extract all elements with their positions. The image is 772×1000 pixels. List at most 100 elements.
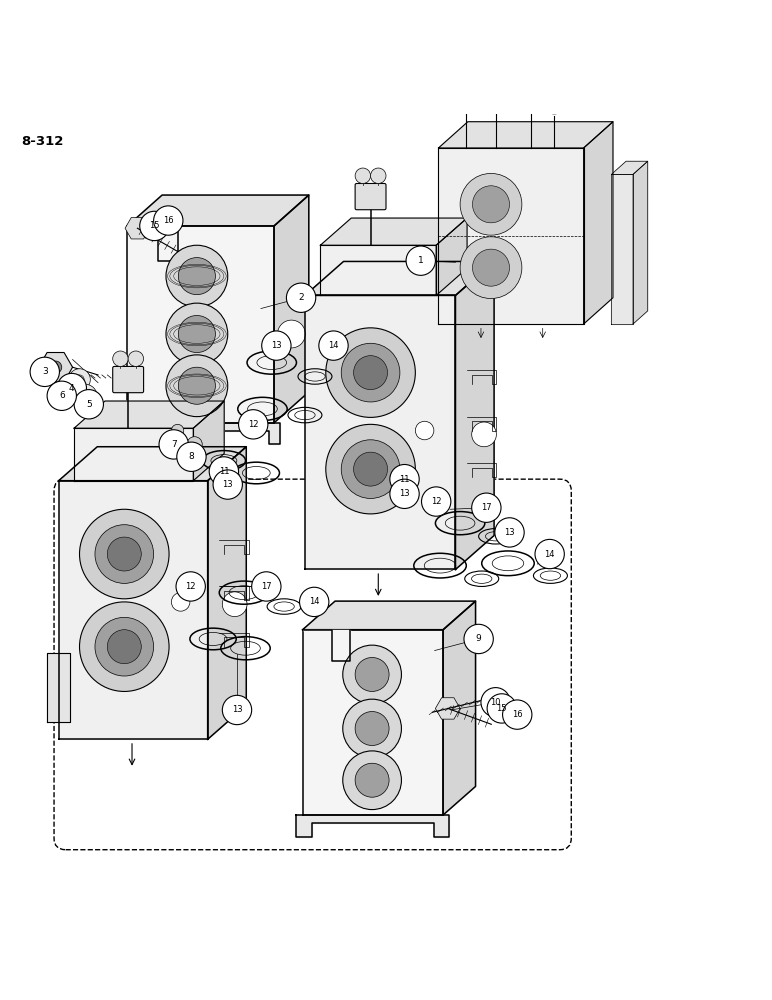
Circle shape	[178, 367, 215, 404]
Circle shape	[464, 624, 493, 654]
Circle shape	[209, 457, 239, 486]
Circle shape	[390, 479, 419, 508]
Circle shape	[487, 694, 516, 723]
Polygon shape	[47, 653, 70, 722]
Text: 9: 9	[476, 634, 482, 643]
Polygon shape	[303, 630, 443, 815]
Text: 15: 15	[149, 221, 160, 230]
Circle shape	[187, 437, 202, 452]
Polygon shape	[303, 601, 476, 630]
Circle shape	[176, 572, 205, 601]
Circle shape	[472, 249, 510, 286]
Circle shape	[326, 424, 415, 514]
Circle shape	[74, 390, 103, 419]
Text: 8-312: 8-312	[22, 135, 64, 148]
Polygon shape	[438, 148, 584, 324]
Text: 17: 17	[481, 503, 492, 512]
Circle shape	[371, 168, 386, 183]
Circle shape	[456, 85, 475, 104]
Polygon shape	[443, 601, 476, 815]
Polygon shape	[611, 161, 648, 174]
Circle shape	[177, 442, 206, 471]
Circle shape	[390, 464, 419, 494]
Circle shape	[487, 82, 506, 100]
Polygon shape	[320, 245, 436, 295]
Circle shape	[406, 246, 435, 275]
Polygon shape	[127, 195, 309, 226]
Circle shape	[178, 258, 215, 295]
Circle shape	[113, 351, 128, 366]
Circle shape	[472, 186, 510, 223]
Circle shape	[341, 440, 400, 498]
Text: 13: 13	[399, 489, 410, 498]
Text: 12: 12	[248, 420, 259, 429]
Circle shape	[300, 587, 329, 617]
Circle shape	[30, 357, 59, 387]
Text: 8: 8	[188, 452, 195, 461]
Circle shape	[262, 331, 291, 360]
Circle shape	[415, 421, 434, 440]
Circle shape	[472, 422, 496, 447]
Polygon shape	[274, 195, 309, 423]
Circle shape	[213, 470, 242, 499]
Circle shape	[460, 237, 522, 299]
Circle shape	[59, 379, 77, 397]
Circle shape	[343, 751, 401, 810]
Circle shape	[47, 381, 76, 410]
Polygon shape	[121, 423, 280, 444]
Circle shape	[140, 211, 169, 241]
Text: 17: 17	[261, 582, 272, 591]
Circle shape	[128, 351, 144, 366]
Circle shape	[222, 695, 252, 725]
Circle shape	[355, 657, 389, 691]
Polygon shape	[59, 447, 246, 481]
Circle shape	[80, 509, 169, 599]
Circle shape	[286, 283, 316, 312]
Polygon shape	[438, 122, 613, 148]
Circle shape	[355, 712, 389, 745]
Polygon shape	[320, 218, 467, 245]
Text: 13: 13	[222, 480, 233, 489]
Text: 16: 16	[163, 216, 174, 225]
Circle shape	[166, 355, 228, 417]
Circle shape	[107, 537, 141, 571]
Polygon shape	[74, 401, 224, 428]
Polygon shape	[127, 226, 178, 261]
Text: 11: 11	[399, 475, 410, 484]
Circle shape	[49, 361, 62, 373]
Polygon shape	[611, 174, 633, 324]
Circle shape	[239, 410, 268, 439]
Circle shape	[495, 518, 524, 547]
Polygon shape	[193, 401, 224, 481]
Circle shape	[354, 356, 388, 390]
Polygon shape	[59, 481, 208, 739]
Circle shape	[95, 525, 154, 583]
Polygon shape	[305, 261, 494, 295]
Circle shape	[545, 95, 564, 114]
Polygon shape	[305, 295, 455, 569]
Circle shape	[422, 487, 451, 516]
Polygon shape	[74, 428, 193, 481]
Circle shape	[159, 430, 188, 459]
Circle shape	[73, 384, 97, 409]
Text: 1: 1	[418, 256, 424, 265]
Circle shape	[522, 89, 540, 108]
Circle shape	[166, 303, 228, 365]
Circle shape	[154, 206, 183, 235]
Circle shape	[166, 245, 228, 307]
Text: 15: 15	[496, 704, 507, 713]
Circle shape	[354, 452, 388, 486]
Text: 14: 14	[309, 597, 320, 606]
Circle shape	[355, 763, 389, 797]
Circle shape	[341, 343, 400, 402]
Text: 12: 12	[185, 582, 196, 591]
Polygon shape	[296, 815, 449, 837]
Circle shape	[57, 373, 86, 403]
Text: 6: 6	[59, 391, 65, 400]
Circle shape	[319, 331, 348, 360]
Circle shape	[472, 493, 501, 522]
FancyBboxPatch shape	[113, 366, 144, 393]
Circle shape	[75, 375, 84, 384]
Circle shape	[80, 602, 169, 691]
Text: 4: 4	[69, 384, 75, 393]
